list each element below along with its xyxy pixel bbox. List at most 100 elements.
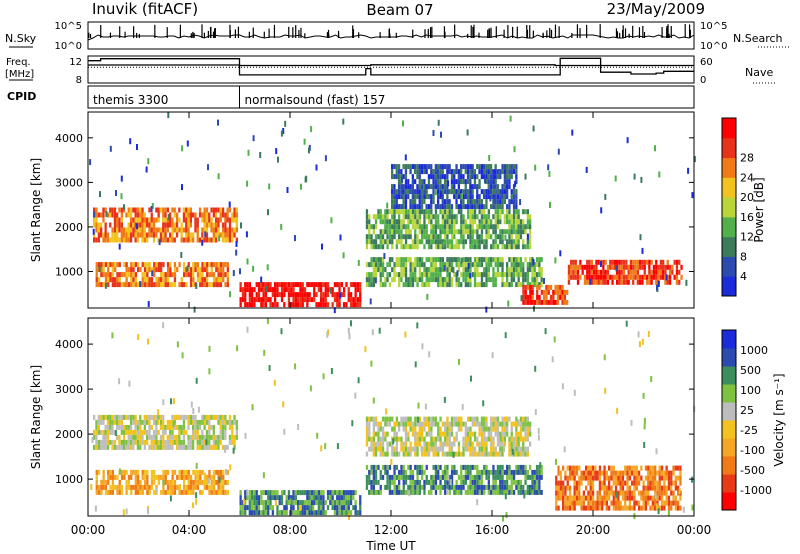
heatmap-cell bbox=[409, 214, 412, 220]
heatmap-cell bbox=[580, 505, 583, 511]
heatmap-cell bbox=[480, 479, 484, 485]
heatmap-cell bbox=[372, 214, 375, 220]
heatmap-cell bbox=[649, 495, 652, 501]
heatmap-cell bbox=[148, 232, 151, 238]
heatmap-echo bbox=[404, 154, 407, 161]
heatmap-cell bbox=[201, 272, 204, 278]
heatmap-cell bbox=[619, 485, 622, 491]
heatmap-cell bbox=[667, 480, 671, 486]
heatmap-cell bbox=[113, 217, 117, 223]
heatmap-echo bbox=[232, 270, 235, 277]
heatmap-cell bbox=[434, 446, 438, 452]
heatmap-cell bbox=[150, 434, 153, 440]
heatmap-cell bbox=[434, 267, 438, 273]
heatmap-cell bbox=[466, 174, 470, 180]
heatmap-cell bbox=[494, 262, 497, 268]
heatmap-cell bbox=[557, 465, 560, 471]
heatmap-cell bbox=[576, 279, 580, 285]
heatmap-cell bbox=[437, 469, 440, 475]
heatmap-cell bbox=[473, 199, 477, 205]
heatmap-cell bbox=[345, 510, 348, 516]
heatmap-echo bbox=[372, 397, 375, 404]
heatmap-cell bbox=[386, 239, 389, 245]
heatmap-echo bbox=[228, 201, 231, 208]
heatmap-cell bbox=[496, 219, 500, 225]
heatmap-cell bbox=[210, 282, 213, 288]
heatmap-echo bbox=[401, 176, 404, 183]
heatmap-cell bbox=[457, 174, 460, 180]
heatmap-cell bbox=[455, 179, 458, 185]
heatmap-cell bbox=[462, 244, 465, 250]
heatmap-cell bbox=[596, 490, 599, 496]
heatmap-cell bbox=[146, 277, 149, 283]
heatmap-cell bbox=[512, 194, 516, 200]
heatmap-cell bbox=[485, 229, 488, 235]
heatmap-cell bbox=[462, 272, 465, 278]
heatmap-cell bbox=[182, 217, 186, 223]
heatmap-echo bbox=[526, 271, 529, 278]
heatmap-cell bbox=[462, 179, 465, 185]
heatmap-cell bbox=[501, 416, 504, 422]
heatmap-echo bbox=[553, 336, 556, 343]
heatmap-cell bbox=[517, 446, 520, 452]
heatmap-cell bbox=[104, 444, 107, 450]
heatmap-echo bbox=[169, 495, 172, 502]
heatmap-cell bbox=[423, 164, 426, 170]
heatmap-cell bbox=[427, 272, 431, 278]
heatmap-cell bbox=[640, 490, 643, 496]
heatmap-cell bbox=[512, 436, 516, 442]
heatmap-echo bbox=[440, 131, 442, 138]
heatmap-cell bbox=[446, 164, 449, 170]
heatmap-cell bbox=[492, 282, 495, 288]
heatmap-cell bbox=[280, 287, 284, 293]
heatmap-cell bbox=[660, 485, 664, 491]
heatmap-cell bbox=[515, 174, 518, 180]
heatmap-cell bbox=[143, 212, 146, 218]
heatmap-cell bbox=[464, 272, 467, 278]
heatmap-cell bbox=[673, 259, 676, 265]
heatmap-cell bbox=[664, 269, 667, 275]
heatmap-cell bbox=[407, 436, 410, 442]
heatmap-cell bbox=[480, 209, 484, 215]
heatmap-echo bbox=[604, 193, 607, 200]
heatmap-cell bbox=[146, 262, 149, 268]
heatmap-cell bbox=[519, 234, 523, 240]
heatmap-cell bbox=[501, 164, 504, 170]
heatmap-cell bbox=[478, 234, 481, 240]
heatmap-cell bbox=[169, 217, 172, 223]
heatmap-cell bbox=[490, 257, 493, 263]
heatmap-cell bbox=[215, 469, 218, 475]
cpid-segments: themis 3300 normalsound (fast) 157 bbox=[93, 86, 385, 108]
heatmap-cell bbox=[411, 431, 415, 437]
heatmap-cell bbox=[437, 174, 440, 180]
heatmap-cell bbox=[276, 282, 279, 288]
heatmap-cell bbox=[494, 474, 497, 480]
heatmap-cell bbox=[421, 224, 424, 230]
heatmap-cell bbox=[395, 464, 398, 470]
heatmap-cell bbox=[552, 294, 555, 300]
heatmap-cell bbox=[146, 282, 149, 288]
heatmap-cell bbox=[446, 272, 449, 278]
heatmap-cell bbox=[306, 302, 309, 308]
heatmap-cell bbox=[127, 484, 131, 490]
heatmap-cell bbox=[432, 451, 435, 457]
heatmap-cell bbox=[388, 229, 392, 235]
cpid-segment-label: normalsound (fast) 157 bbox=[245, 93, 386, 107]
heatmap-cell bbox=[102, 267, 105, 273]
heatmap-cell bbox=[116, 262, 119, 268]
heatmap-cell bbox=[480, 234, 484, 240]
heatmap-cell bbox=[340, 505, 343, 511]
heatmap-cell bbox=[460, 174, 463, 180]
heatmap-cell bbox=[125, 272, 128, 278]
heatmap-cell bbox=[448, 267, 451, 273]
heatmap-cell bbox=[136, 227, 140, 233]
heatmap-cell bbox=[427, 267, 431, 273]
heatmap-echo bbox=[544, 328, 547, 335]
heatmap-cell bbox=[102, 419, 105, 425]
heatmap-cell bbox=[506, 174, 509, 180]
heatmap-cell bbox=[150, 212, 153, 218]
heatmap-cell bbox=[496, 431, 500, 437]
heatmap-cell bbox=[141, 207, 144, 213]
heatmap-echo bbox=[274, 500, 277, 507]
heatmap-cell bbox=[423, 489, 426, 495]
